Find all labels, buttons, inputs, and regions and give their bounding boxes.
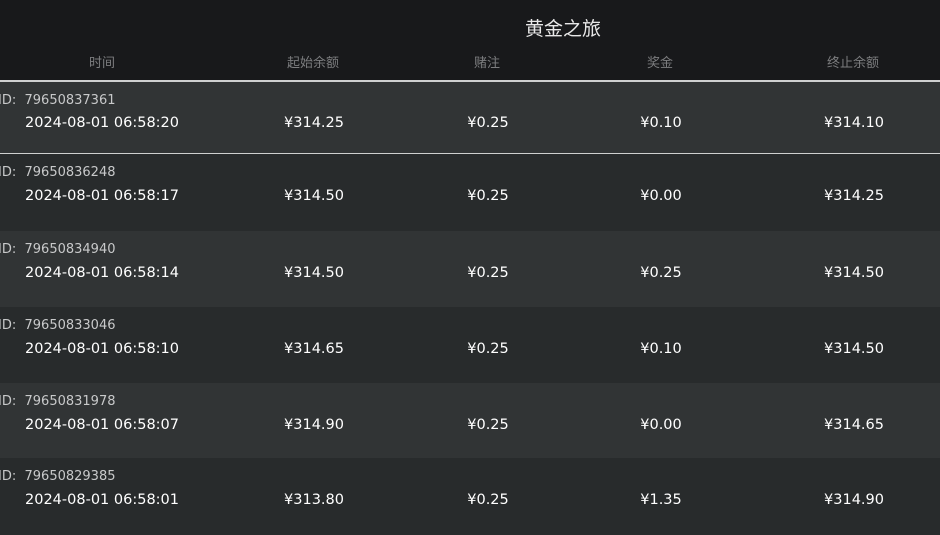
page-title: 黄金之旅 (524, 18, 601, 40)
start-balance-cell: ¥314.50 (284, 188, 344, 204)
bet-cell: ¥0.25 (467, 265, 509, 281)
bet-cell: ¥0.25 (467, 492, 509, 508)
column-header-bet: 赌注 (473, 56, 501, 71)
end-balance-cell: ¥314.25 (824, 188, 884, 204)
bet-cell: ¥0.25 (467, 417, 509, 433)
start-balance-cell: ¥314.90 (284, 417, 344, 433)
column-header-win: 奖金 (646, 56, 674, 71)
start-balance-cell: ¥314.65 (284, 341, 344, 357)
id-label: ID: (0, 394, 17, 409)
end-balance-cell: ¥314.65 (824, 417, 884, 433)
id-label: ID: (0, 242, 17, 257)
start-balance-cell: ¥314.50 (284, 265, 344, 281)
time-cell: 2024-08-01 06:58:07 (25, 417, 179, 433)
time-cell: 2024-08-01 06:58:01 (25, 492, 179, 508)
round-id: ID: 79650836248 (0, 165, 115, 180)
win-cell: ¥0.00 (640, 188, 682, 204)
id-label: ID: (0, 93, 17, 108)
id-value: 79650837361 (24, 93, 116, 108)
id-label: ID: (0, 318, 17, 333)
id-label: ID: (0, 469, 17, 484)
id-value: 79650831978 (24, 394, 116, 409)
round-id: ID: 79650834940 (0, 242, 115, 257)
id-value: 79650836248 (24, 165, 116, 180)
table-row[interactable]: ID: 79650834940 2024-08-01 06:58:14 ¥314… (0, 231, 940, 307)
win-cell: ¥1.35 (640, 492, 682, 508)
time-cell: 2024-08-01 06:58:10 (25, 341, 179, 357)
time-cell: 2024-08-01 06:58:14 (25, 265, 179, 281)
table-row[interactable]: ID: 79650833046 2024-08-01 06:58:10 ¥314… (0, 307, 940, 383)
end-balance-cell: ¥314.10 (824, 115, 884, 131)
bet-cell: ¥0.25 (467, 341, 509, 357)
column-header-end-balance: 终止余额 (826, 56, 880, 71)
bet-cell: ¥0.25 (467, 188, 509, 204)
win-cell: ¥0.00 (640, 417, 682, 433)
start-balance-cell: ¥313.80 (284, 492, 344, 508)
start-balance-cell: ¥314.25 (284, 115, 344, 131)
id-value: 79650829385 (24, 469, 116, 484)
round-id: ID: 79650833046 (0, 318, 115, 333)
win-cell: ¥0.10 (640, 115, 682, 131)
end-balance-cell: ¥314.90 (824, 492, 884, 508)
header-divider (0, 80, 940, 81)
bet-cell: ¥0.25 (467, 115, 509, 131)
id-value: 79650834940 (24, 242, 116, 257)
win-cell: ¥0.25 (640, 265, 682, 281)
round-id: ID: 79650837361 (0, 93, 115, 108)
end-balance-cell: ¥314.50 (824, 265, 884, 281)
win-cell: ¥0.10 (640, 341, 682, 357)
round-id: ID: 79650831978 (0, 394, 115, 409)
table-row[interactable]: ID: 79650831978 2024-08-01 06:58:07 ¥314… (0, 383, 940, 458)
table-row[interactable]: ID: 79650837361 2024-08-01 06:58:20 ¥314… (0, 81, 940, 154)
column-header-time: 时间 (88, 56, 116, 71)
column-header-start-balance: 起始余额 (286, 56, 340, 71)
table-row[interactable]: ID: 79650836248 2024-08-01 06:58:17 ¥314… (0, 154, 940, 231)
table-row[interactable]: ID: 79650829385 2024-08-01 06:58:01 ¥313… (0, 458, 940, 535)
time-cell: 2024-08-01 06:58:20 (25, 115, 179, 131)
id-label: ID: (0, 165, 17, 180)
end-balance-cell: ¥314.50 (824, 341, 884, 357)
time-cell: 2024-08-01 06:58:17 (25, 188, 179, 204)
round-id: ID: 79650829385 (0, 469, 115, 484)
id-value: 79650833046 (24, 318, 116, 333)
